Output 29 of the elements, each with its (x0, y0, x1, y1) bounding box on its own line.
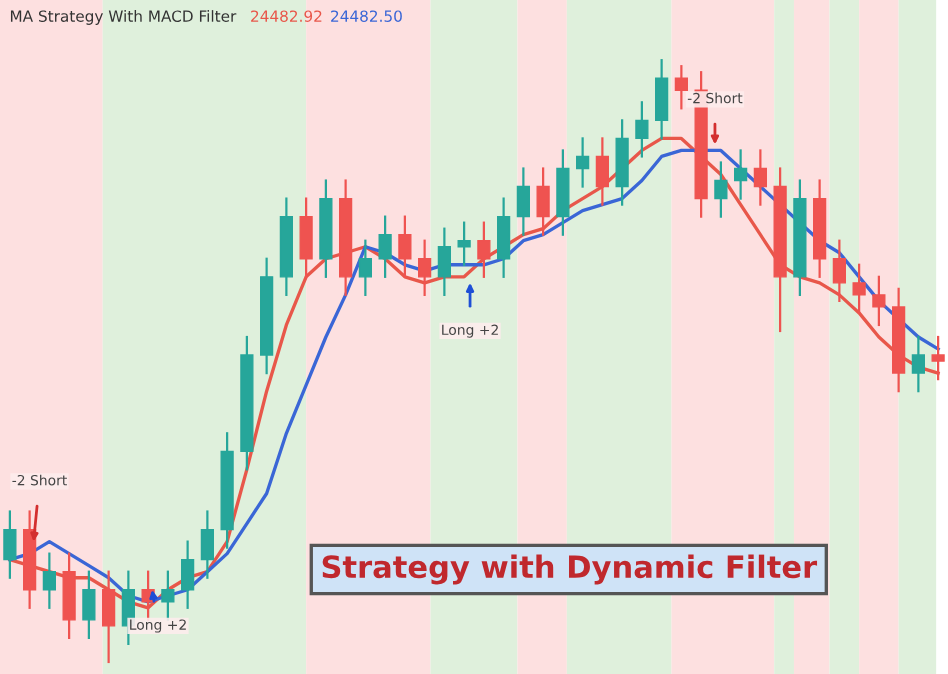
candlestick (911, 335, 925, 393)
candlestick (576, 137, 590, 188)
candlestick (457, 221, 471, 266)
candlestick (477, 221, 491, 278)
candlestick (200, 510, 214, 579)
candlestick (161, 570, 175, 621)
candlestick (299, 197, 313, 278)
candlestick (358, 239, 372, 296)
candlestick (714, 161, 728, 218)
candlestick (418, 239, 432, 296)
candlestick (181, 540, 195, 609)
candlestick (82, 570, 96, 639)
candlestick (635, 101, 649, 158)
candlestick (378, 215, 392, 278)
candlestick (437, 227, 451, 296)
candlestick (655, 59, 669, 140)
candlestick (734, 149, 748, 200)
candlestick (497, 197, 511, 278)
candlestick (753, 149, 767, 206)
candlestick (674, 65, 688, 110)
candlestick (516, 167, 530, 236)
candlestick (852, 263, 866, 315)
candlestick (42, 552, 56, 609)
candlestick (536, 167, 550, 236)
candlestick (3, 510, 17, 579)
candlestick (398, 215, 412, 278)
candlestick (832, 239, 846, 302)
candlestick (872, 275, 886, 327)
annotation: Strategy with Dynamic Filter (322, 554, 818, 585)
